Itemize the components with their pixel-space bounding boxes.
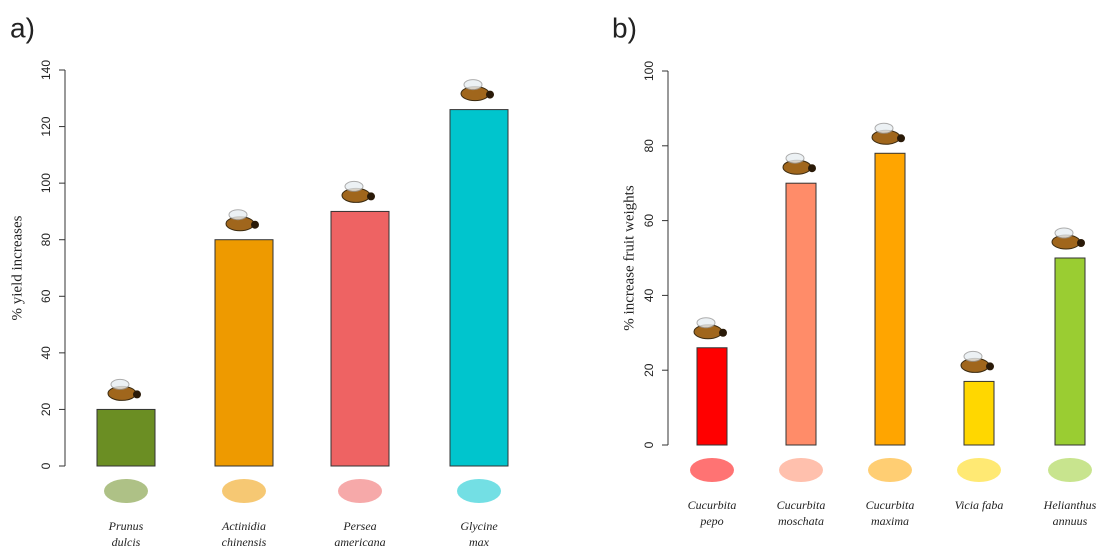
y-tick-label: 60: [39, 289, 53, 303]
x-tick-label: Prunus dulcis: [108, 519, 144, 549]
y-tick-label: 60: [642, 214, 656, 228]
crop-picture: [868, 458, 912, 482]
x-tick-label: Vicia faba: [954, 498, 1004, 512]
x-tick-label: Cucurbita moschata: [776, 498, 826, 528]
bar: [696, 347, 728, 446]
y-tick-label: 100: [39, 173, 53, 193]
bee-wing: [228, 209, 248, 221]
bee-wing: [696, 317, 716, 329]
x-tick-label: Cucurbita maxima: [865, 498, 915, 528]
crop-picture: [104, 479, 148, 503]
category-label-box: Cucurbita moschata: [776, 498, 826, 528]
bar: [874, 152, 906, 446]
y-tick-label: 0: [642, 441, 656, 448]
category-label-box: Helianthus annuus: [1043, 498, 1097, 528]
crop-picture: [457, 479, 501, 503]
bee-wing: [874, 122, 894, 134]
bar: [330, 210, 390, 467]
y-tick-label: 80: [39, 233, 53, 247]
bee-head: [133, 390, 141, 399]
bee-wing: [344, 180, 364, 192]
x-tick-label: Glycine max: [460, 519, 498, 549]
y-tick-label: 100: [642, 61, 656, 81]
y-tick-label: 120: [39, 116, 53, 136]
y-tick-label: 0: [39, 462, 53, 469]
crop-picture: [338, 479, 382, 503]
category-label-box: Glycine max: [460, 519, 498, 549]
category-label-box: Vicia faba: [954, 498, 1004, 512]
bar: [785, 182, 817, 446]
bee-wing: [110, 378, 130, 390]
crop-picture: [779, 458, 823, 482]
bee-wing: [963, 350, 983, 362]
y-tick-label: 140: [39, 60, 53, 80]
bee-wing: [1054, 227, 1074, 239]
bar: [96, 408, 156, 467]
y-tick-label: 20: [642, 363, 656, 377]
bee-head: [808, 164, 816, 173]
y-tick-label: 40: [642, 288, 656, 302]
crop-picture: [957, 458, 1001, 482]
category-label-box: Prunus dulcis: [108, 519, 144, 549]
bee-wing: [463, 79, 483, 91]
bee-head: [719, 328, 727, 337]
crop-picture: [690, 458, 734, 482]
bee-head: [486, 90, 494, 99]
x-tick-label: Helianthus annuus: [1043, 498, 1097, 528]
bar: [214, 239, 274, 467]
category-label-box: Persea americana: [334, 519, 386, 549]
y-axis-label: % increase fruit weights: [621, 185, 637, 331]
panel-label: a): [10, 12, 35, 43]
x-tick-label: Persea americana: [334, 519, 386, 549]
crop-picture: [222, 479, 266, 503]
panel-label: b): [612, 12, 637, 43]
bee-head: [897, 134, 905, 143]
category-label-box: Cucurbita pepo: [687, 498, 737, 528]
category-label-box: Cucurbita maxima: [865, 498, 915, 528]
bee-wing: [785, 152, 805, 164]
bar: [1054, 257, 1086, 446]
bar: [963, 380, 995, 446]
bee-head: [1077, 239, 1085, 247]
y-tick-label: 80: [642, 139, 656, 153]
y-tick-label: 20: [39, 402, 53, 416]
y-axis-label: % yield increases: [9, 215, 25, 320]
bar: [449, 109, 509, 467]
x-tick-label: Actinidia chinensis: [221, 519, 267, 549]
crop-picture: [1048, 458, 1092, 482]
y-tick-label: 40: [39, 346, 53, 360]
bee-head: [986, 362, 994, 371]
bee-head: [251, 220, 259, 229]
category-label-box: Actinidia chinensis: [221, 519, 267, 549]
bee-head: [367, 192, 375, 201]
x-tick-label: Cucurbita pepo: [687, 498, 737, 528]
